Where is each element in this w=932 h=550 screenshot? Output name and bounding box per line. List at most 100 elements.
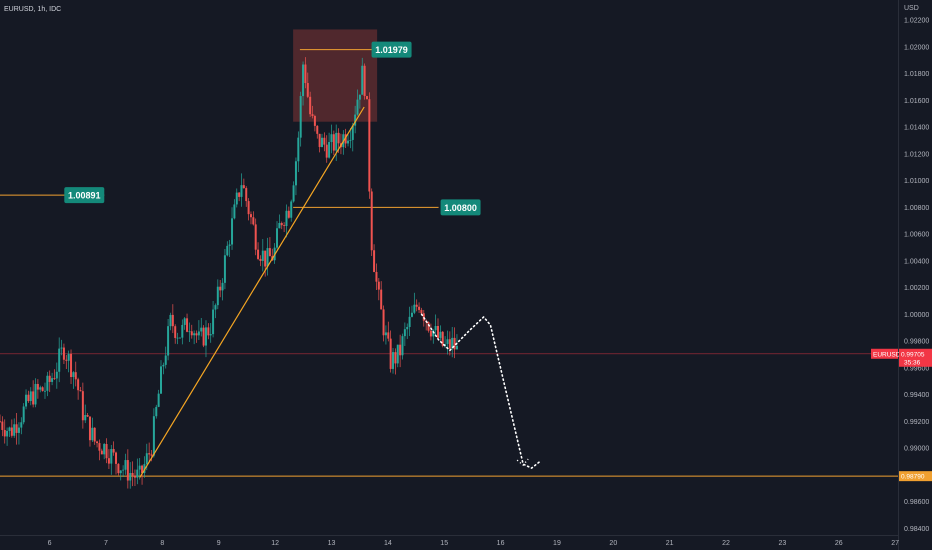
candle-body [122,469,125,471]
candle-body [399,344,402,356]
price-axis[interactable]: 1.02200 1.02000 1.01800 1.01600 1.01400 1.012… [904,18,929,533]
candle-body [36,383,39,390]
candle-body [370,191,373,251]
candle-body [384,332,387,336]
time-tick-label: 23 [779,540,787,547]
candle-body [193,333,196,336]
time-tick-label: 7 [104,540,108,547]
candle-body [266,248,269,267]
badge-level-mid[interactable]: 1.00800 [440,199,481,216]
projection-path[interactable] [420,313,541,470]
candle-body [254,224,257,250]
price-tick-label: 1.00800 [904,205,929,212]
candle-body [93,427,96,442]
candle-body [67,353,70,361]
badge-level-left[interactable]: 1.00891 [64,187,105,204]
candle-body [439,331,442,338]
candle-body [1,421,4,430]
badge-level-high-bg [371,41,412,58]
candle-body [228,244,231,246]
candle-body [406,327,409,330]
trend-line[interactable] [139,106,365,478]
candle-body [167,326,170,356]
price-tick-label: 1.01800 [904,71,929,78]
price-tick-label: 1.01000 [904,178,929,185]
candle-body [164,355,167,365]
candle-body [3,429,6,437]
candle-body [55,371,58,379]
candle-body [245,188,248,202]
price-tick-label: 0.99200 [904,419,929,426]
candle-body [304,64,307,84]
time-tick-label: 12 [271,540,279,547]
candle-body [238,192,241,197]
time-tick-label: 16 [497,540,505,547]
candle-body [264,250,267,267]
support-price-value: 0.98790 [901,474,925,481]
candle-body [27,394,30,402]
badge-level-high[interactable]: 1.01979 [371,41,412,58]
candle-body [112,449,115,453]
candle-body [219,286,222,291]
candle-body [287,210,290,218]
candle-body [88,416,91,441]
candle-body [152,416,155,456]
time-tick-label: 22 [722,540,730,547]
candle-body [46,375,49,391]
candle-body [316,125,319,134]
candle-body [129,472,132,481]
candle-body [183,318,186,325]
candle-body [200,327,203,332]
candle-body [278,223,281,229]
price-tick-label: 1.01400 [904,125,929,132]
candle-body [117,463,120,474]
candle-body [131,472,134,476]
candle-body [74,372,77,380]
badge-level-left-label: 1.00891 [68,191,101,201]
candle-body [145,453,148,465]
candle-body [96,441,99,444]
candle-body [29,391,32,402]
candle-body [25,394,28,407]
currency-label: USD [904,5,919,12]
candle-body [159,366,162,394]
candle-body [368,99,371,192]
candle-body [446,339,449,345]
price-tick-label: 0.98600 [904,499,929,506]
current-price-symbol-bg [871,348,898,359]
candle-body [58,348,61,372]
candle-body [268,248,271,257]
price-tick-label: 1.00200 [904,285,929,292]
candle-body [247,201,250,215]
current-price-symbol: EURUSD [873,351,901,358]
time-tick-label: 9 [217,540,221,547]
candle-body [103,444,106,455]
candle-body [313,115,316,126]
candle-body [204,327,207,346]
candle-body [420,309,423,314]
candle-body [207,327,210,336]
candle-body [285,210,288,227]
candle-body [119,470,122,474]
price-tick-label: 0.99600 [904,365,929,372]
candle-body [107,458,110,464]
projection-arrowhead [516,458,529,467]
badge-level-high-label: 1.01979 [375,45,408,55]
candle-body [392,352,395,369]
candle-body [70,353,73,378]
candle-body [157,393,160,407]
candle-body [382,309,385,336]
candle-body [302,64,305,97]
candle-body [188,331,191,333]
candle-body [190,331,193,336]
candle-body [197,331,200,336]
candle-body [212,309,215,335]
candle-body [361,65,364,95]
current-price-value: 0.99705 [901,351,925,358]
time-axis[interactable]: 6 7 8 9 12 13 14 15 16 19 20 21 22 23 26 27 [48,540,900,547]
candle-body [249,214,252,218]
candle-body [133,475,136,478]
time-tick-label: 6 [48,540,52,547]
candle-body [330,134,333,143]
